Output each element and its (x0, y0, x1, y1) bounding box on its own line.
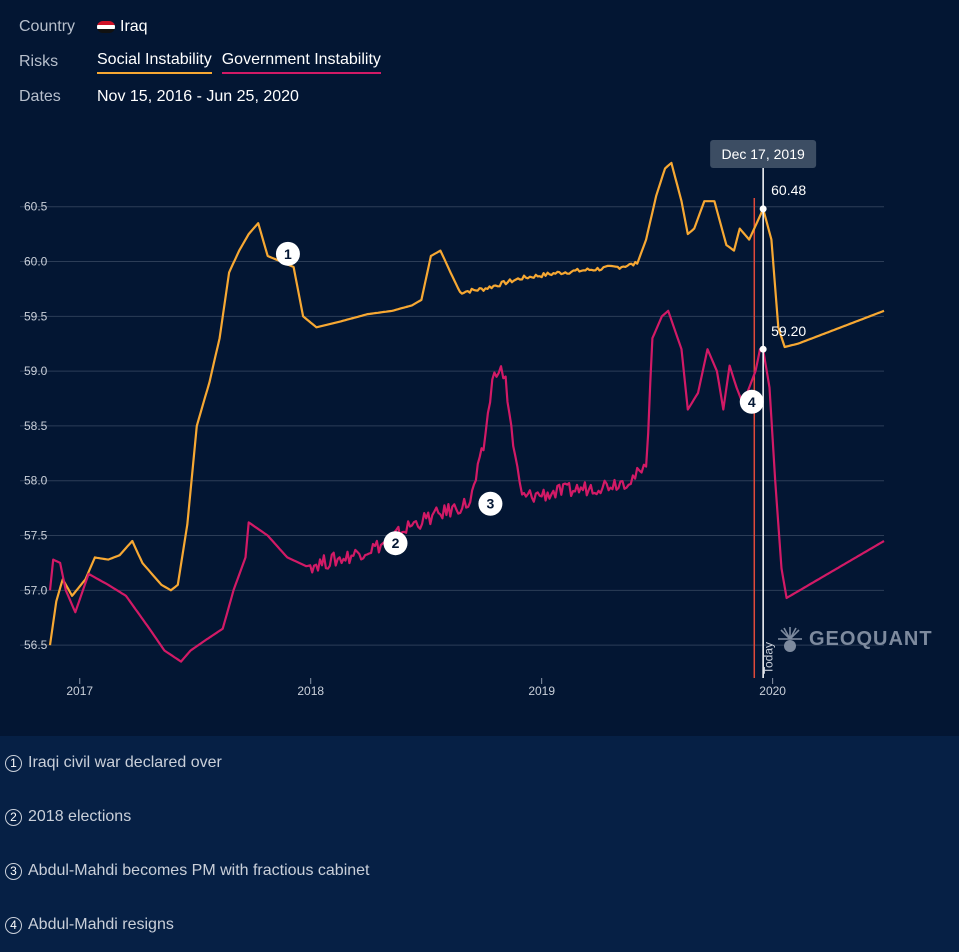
series-line (48, 309, 885, 663)
dates-label: Dates (19, 88, 61, 105)
y-tick-label: 60.0 (24, 255, 48, 269)
annotation-item: 4 Abdul-Mahdi resigns (5, 913, 174, 937)
y-tick-label: 60.5 (24, 200, 48, 214)
risk-government-instability[interactable]: Government Instability (221, 51, 381, 74)
annotation-text: Abdul-Mahdi resigns (28, 916, 174, 933)
annotation-text: Abdul-Mahdi becomes PM with fractious ca… (28, 862, 370, 879)
x-tick-label: 2019 (528, 684, 555, 698)
annotation-marker-label: 3 (487, 496, 495, 512)
hover-value-social: 60.48 (771, 182, 806, 198)
annotation-marker (383, 531, 408, 556)
geoquant-logo-text: GEOQUANT (809, 627, 933, 650)
geoquant-logo-icon (778, 627, 802, 652)
y-tick-label: 56.5 (24, 638, 48, 652)
filter-controls: Country Iraq Risks Social Instability Go… (0, 0, 959, 125)
annotation-marker (478, 491, 503, 516)
risk-line-chart[interactable]: 56.5 57.0 57.5 58.0 58.5 59.0 59.5 60.0 60.5 2017… (0, 130, 959, 700)
annotation-number: 4 (5, 916, 22, 934)
x-tick-label: 2017 (66, 684, 93, 698)
annotation-text: 2018 elections (28, 808, 132, 825)
annotation-item: 3 Abdul-Mahdi becomes PM with fractious … (5, 859, 370, 883)
annotation-number: 3 (5, 862, 22, 880)
y-tick-label: 57.0 (24, 583, 48, 597)
country-label: Country (19, 18, 76, 35)
country-selector[interactable]: Iraq (97, 18, 148, 36)
country-row: Country Iraq (19, 14, 148, 40)
hover-date-tooltip (710, 140, 817, 168)
annotation-marker-label: 2 (392, 535, 400, 551)
x-tick-label: 2020 (759, 684, 786, 698)
today-label: Today (761, 642, 775, 674)
y-tick-label: 58.5 (24, 419, 48, 433)
dates-row: Dates Nov 15, 2016 - Jun 25, 2020 (19, 84, 299, 110)
country-value: Iraq (120, 18, 148, 35)
risk-social-instability[interactable]: Social Instability (97, 51, 212, 74)
iraq-flag-icon (97, 21, 115, 33)
y-tick-label: 59.5 (24, 309, 48, 323)
annotation-legend: 1 Iraqi civil war declared over 2 2018 e… (0, 736, 959, 952)
y-tick-label: 59.0 (24, 364, 48, 378)
y-tick-label: 58.0 (24, 474, 48, 488)
y-tick-label: 57.5 (24, 529, 48, 543)
annotation-item: 2 2018 elections (5, 805, 131, 829)
hover-point-social (759, 205, 767, 213)
hover-point-government (759, 345, 767, 353)
risks-label: Risks (19, 53, 59, 70)
x-tick-label: 2018 (297, 684, 324, 698)
annotation-item: 1 Iraqi civil war declared over (5, 751, 222, 775)
annotation-number: 1 (5, 754, 22, 772)
hover-value-government: 59.20 (771, 323, 806, 339)
geoquant-logo: GEOQUANT (775, 624, 933, 654)
risks-row: Risks Social Instability Government Inst… (19, 49, 391, 75)
date-range-selector[interactable]: Nov 15, 2016 - Jun 25, 2020 (97, 88, 299, 105)
annotation-marker-label: 4 (748, 394, 756, 410)
annotation-marker (739, 389, 764, 414)
hover-date-label: Dec 17, 2019 (721, 146, 804, 162)
annotation-marker (275, 241, 300, 266)
annotation-marker-label: 1 (284, 246, 292, 262)
annotation-text: Iraqi civil war declared over (28, 754, 222, 771)
annotation-number: 2 (5, 808, 22, 826)
series-line (48, 161, 885, 646)
